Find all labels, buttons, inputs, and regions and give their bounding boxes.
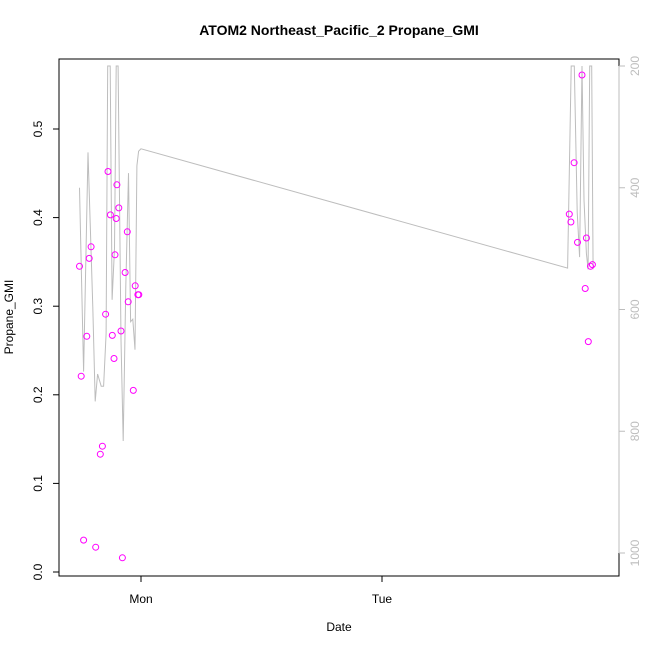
- data-point: [106, 211, 114, 219]
- data-point: [80, 536, 88, 544]
- y-tick-label: 0.0: [31, 563, 45, 580]
- data-point: [92, 543, 100, 551]
- data-point: [574, 238, 581, 246]
- data-point: [581, 285, 589, 292]
- data-point: [131, 282, 139, 290]
- y-tick-label: 0.3: [31, 298, 45, 315]
- data-point: [108, 331, 116, 339]
- x-axis: Mon Tue: [129, 576, 392, 606]
- x-axis-label: Date: [326, 620, 352, 634]
- series-line: [79, 65, 594, 442]
- data-point: [578, 71, 586, 79]
- data-point: [87, 243, 95, 251]
- right-tick-label: 200: [628, 56, 642, 76]
- right-tick-label: 800: [628, 421, 642, 441]
- data-point: [565, 210, 573, 218]
- right-tick-label: 400: [628, 177, 642, 197]
- data-point: [85, 254, 93, 262]
- data-point: [110, 355, 118, 362]
- data-points: [76, 71, 596, 562]
- chart-title: ATOM2 Northeast_Pacific_2 Propane_GMI: [199, 22, 479, 38]
- y-axis-label: Propane_GMI: [2, 280, 16, 355]
- data-point: [588, 261, 596, 269]
- plot-frame: [58, 58, 620, 577]
- data-point: [584, 338, 592, 346]
- y-tick-label: 0.1: [31, 475, 45, 492]
- data-point: [570, 159, 578, 167]
- y-tick-label: 0.5: [31, 120, 45, 137]
- data-point: [587, 262, 594, 270]
- data-point: [83, 332, 91, 340]
- data-point: [117, 327, 125, 335]
- data-point: [135, 291, 143, 299]
- y-axis: 0.0 0.1 0.2 0.3 0.4 0.5: [31, 120, 60, 580]
- data-point: [77, 372, 85, 380]
- right-axis: 200 400 600 800 1000: [618, 56, 642, 566]
- data-point: [121, 269, 129, 276]
- x-tick-label: Tue: [372, 592, 393, 606]
- data-point: [567, 218, 575, 226]
- y-tick-label: 0.2: [31, 386, 45, 403]
- data-point: [102, 310, 110, 318]
- data-point: [112, 215, 120, 222]
- data-point: [113, 181, 121, 189]
- right-tick-label: 600: [628, 299, 642, 319]
- data-point: [115, 204, 123, 212]
- data-point: [76, 262, 83, 270]
- data-point: [123, 228, 131, 236]
- x-tick-label: Mon: [129, 592, 152, 606]
- y-tick-label: 0.4: [31, 209, 45, 226]
- data-point: [111, 251, 119, 259]
- data-point: [96, 450, 104, 458]
- right-axis-series-line: [79, 65, 594, 442]
- data-point: [582, 234, 590, 242]
- data-point: [98, 442, 106, 450]
- right-tick-label: 1000: [628, 539, 642, 566]
- data-point: [104, 168, 112, 175]
- data-point: [129, 386, 137, 394]
- data-point: [124, 298, 132, 306]
- data-point: [118, 554, 126, 562]
